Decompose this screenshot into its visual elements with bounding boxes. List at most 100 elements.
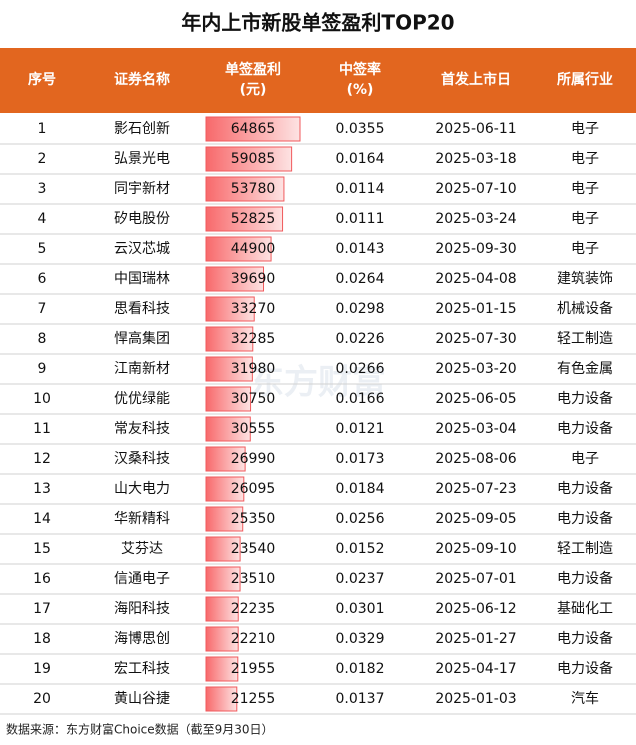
cell: 21255 [231,691,276,707]
cell: 2025-08-06 [435,451,516,467]
cell: 2025-04-08 [435,271,516,287]
cell: 16 [33,571,51,587]
cell: 26095 [231,481,276,497]
cell: 0.0121 [336,421,385,437]
cell: 基础化工 [557,600,613,617]
cell: 10 [33,391,51,407]
cell: 3 [38,181,47,197]
cell: 32285 [231,331,276,347]
cell: 电力设备 [557,510,613,527]
cell: 9 [38,361,47,377]
header-cell: 序号 [28,71,56,88]
cell: 18 [33,631,51,647]
cell: 有色金属 [557,360,613,377]
cell: 宏工科技 [114,661,170,677]
cell: 4 [38,211,47,227]
cell: 1 [38,121,47,137]
cell: 19 [33,661,51,677]
profit-bar [205,356,253,382]
cell: 0.0226 [336,331,385,347]
cell: 0.0266 [336,361,385,377]
cell: 山大电力 [114,481,170,497]
cell: 艾芬达 [121,541,163,557]
cell: 7 [38,301,47,317]
profit-bar [205,326,254,352]
cell: 黄山谷捷 [114,690,170,707]
cell: 轻工制造 [557,331,613,347]
profit-bar [205,626,239,652]
cell: 0.0301 [336,601,385,617]
cell: 建筑装饰 [557,271,613,287]
cell: 0.0237 [336,571,385,587]
cell: 2025-06-11 [435,121,516,137]
header-cell: 中签率(%) [339,61,381,98]
cell: 思看科技 [114,301,170,317]
cell: 0.0184 [336,481,385,497]
cell: 华新精科 [114,511,170,527]
profit-bar [205,686,238,712]
cell: 2025-03-24 [435,211,516,227]
profit-bar [205,596,239,622]
cell: 影石创新 [114,121,170,137]
cell: 2025-03-04 [435,421,516,437]
cell: 23510 [231,571,276,587]
profit-bar [205,536,241,562]
cell: 2025-09-05 [435,511,516,527]
cell: 2025-01-03 [435,691,516,707]
profit-bar [205,206,284,232]
cell: 23540 [231,541,276,557]
cell: 电力设备 [557,630,613,647]
profit-bar [205,656,239,682]
cell: 20 [33,691,51,707]
header-cell: 证券名称 [114,71,170,88]
cell: 5 [38,241,47,257]
cell: 0.0164 [336,151,385,167]
cell: 22210 [231,631,276,647]
cell: 52825 [231,211,276,227]
cell: 海博思创 [114,630,170,647]
cell: 电力设备 [557,660,613,677]
cell: 2025-06-05 [435,391,516,407]
cell: 电力设备 [557,480,613,497]
profit-bar [205,446,246,472]
cell: 电子 [571,181,599,197]
cell: 0.0173 [336,451,385,467]
cell: 优优绿能 [114,391,170,407]
cell: 信通电子 [114,571,170,587]
profit-bar [205,566,241,592]
cell: 0.0355 [336,121,385,137]
cell: 0.0329 [336,631,385,647]
cell: 2025-01-27 [435,631,516,647]
cell: 22235 [231,601,276,617]
cell: 2025-01-15 [435,301,516,317]
cell: 电子 [571,451,599,467]
cell: 2025-03-20 [435,361,516,377]
cell: 13 [33,481,51,497]
cell: 同宇新材 [114,181,170,197]
cell: 2025-07-01 [435,571,516,587]
cell: 0.0137 [336,691,385,707]
cell: 39690 [231,271,276,287]
cell: 汽车 [571,690,599,707]
cell: 30750 [231,391,276,407]
cell: 海阳科技 [114,601,170,617]
cell: 2025-07-10 [435,181,516,197]
profit-bar [205,296,255,322]
profit-bar [205,506,244,532]
cell: 电子 [571,151,599,167]
cell: 弘景光电 [114,151,170,167]
cell: 17 [33,601,51,617]
cell: 电力设备 [557,390,613,407]
cell: 2025-04-17 [435,661,516,677]
cell: 电子 [571,241,599,257]
profit-bar [205,476,245,502]
cell: 2 [38,151,47,167]
cell: 25350 [231,511,276,527]
header-cell: 首发上市日 [441,71,511,88]
cell: 14 [33,511,51,527]
cell: 59085 [231,151,276,167]
cell: 0.0152 [336,541,385,557]
cell: 悍高集团 [114,330,170,347]
